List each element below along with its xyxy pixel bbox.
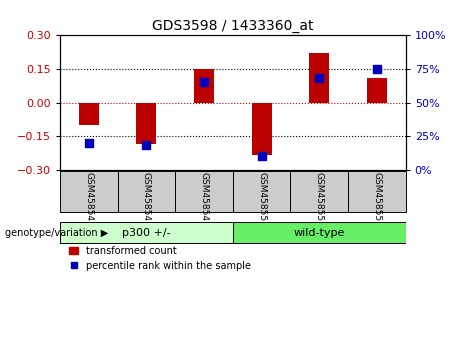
Point [373, 66, 381, 72]
FancyBboxPatch shape [233, 171, 290, 212]
FancyBboxPatch shape [175, 171, 233, 212]
Text: GSM458549: GSM458549 [200, 172, 208, 227]
Bar [367, 78, 387, 103]
Text: GSM458547: GSM458547 [84, 172, 93, 227]
Text: genotype/variation ▶: genotype/variation ▶ [5, 228, 108, 238]
Bar [136, 103, 156, 144]
Point [315, 75, 323, 81]
Bar [79, 103, 99, 125]
Point [258, 153, 266, 159]
Point [200, 80, 207, 85]
Text: GSM458551: GSM458551 [315, 172, 324, 227]
FancyBboxPatch shape [118, 171, 175, 212]
FancyBboxPatch shape [60, 171, 118, 212]
Point [142, 143, 150, 148]
Bar [194, 69, 214, 103]
Bar [309, 53, 329, 103]
FancyBboxPatch shape [290, 171, 348, 212]
Bar [252, 103, 272, 155]
FancyBboxPatch shape [348, 171, 406, 212]
Text: wild-type: wild-type [294, 228, 345, 238]
Legend: transformed count, percentile rank within the sample: transformed count, percentile rank withi… [65, 242, 255, 275]
FancyBboxPatch shape [60, 222, 233, 243]
Text: GSM458550: GSM458550 [257, 172, 266, 227]
Point [85, 140, 92, 145]
FancyBboxPatch shape [233, 222, 406, 243]
Text: GSM458552: GSM458552 [372, 172, 381, 227]
Text: p300 +/-: p300 +/- [122, 228, 171, 238]
Text: GSM458548: GSM458548 [142, 172, 151, 227]
Title: GDS3598 / 1433360_at: GDS3598 / 1433360_at [152, 19, 313, 33]
